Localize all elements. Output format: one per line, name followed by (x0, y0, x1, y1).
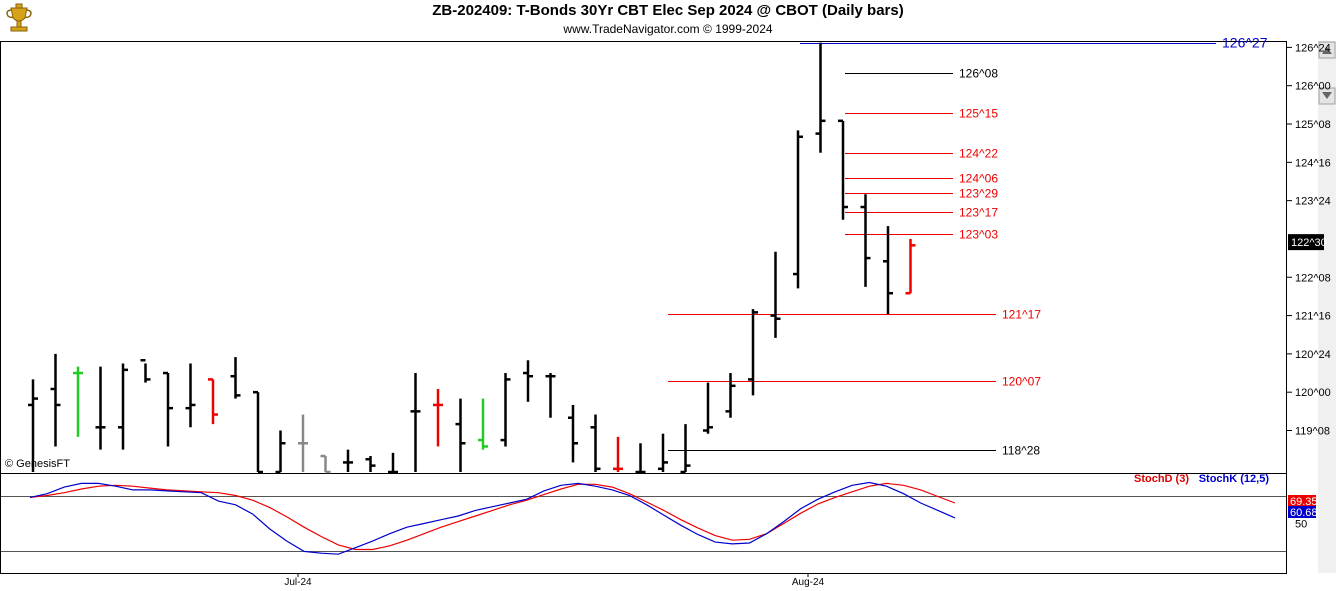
ohlc-bar (770, 251, 781, 338)
level-label: 123^29 (959, 187, 998, 201)
ohlc-bar (478, 398, 488, 450)
ohlc-bar (253, 390, 263, 474)
ohlc-bar (883, 226, 893, 314)
svg-text:60.68: 60.68 (1290, 507, 1318, 519)
vertical-scrollbar[interactable] (1318, 41, 1336, 573)
scroll-down-button[interactable] (1318, 87, 1336, 105)
ohlc-bar (793, 130, 803, 289)
ohlc-bar (95, 366, 106, 450)
ohlc-bar (905, 238, 916, 295)
stochd-legend: StochD (3) (1134, 473, 1189, 485)
chart-title: ZB-202409: T-Bonds 30Yr CBT Elec Sep 202… (432, 2, 904, 19)
level-label: 126^27 (1222, 35, 1268, 51)
stochk-value-badge: 60.68 (1288, 506, 1318, 519)
y-tick-label: 121^16 (1295, 311, 1331, 323)
ohlc-bar (410, 373, 421, 472)
level-label: 120^07 (1002, 375, 1041, 389)
ohlc-bar (455, 398, 466, 472)
y-tick-label: 126^24 (1295, 42, 1331, 54)
level-label: 125^15 (959, 107, 998, 121)
svg-text:69.35: 69.35 (1290, 496, 1318, 508)
y-tick-label: 120^24 (1295, 349, 1331, 361)
ohlc-bar (275, 430, 286, 474)
y-tick-label: 123^24 (1295, 196, 1331, 208)
svg-text:122^30: 122^30 (1291, 237, 1327, 249)
ohlc-bar (230, 357, 241, 399)
ohlc-bar (388, 452, 398, 474)
y-tick-label: 119^08 (1295, 425, 1330, 437)
ohlc-bar (613, 436, 623, 472)
level-label: 123^17 (959, 206, 998, 220)
level-label: 121^17 (1002, 308, 1041, 322)
ohlc-bar (185, 363, 196, 428)
ohlc-bar (748, 309, 758, 396)
stochd-line (29, 482, 956, 551)
ohlc-bar (73, 366, 83, 437)
stochd-value-badge: 69.35 (1288, 495, 1318, 508)
stochk-legend: StochK (12,5) (1199, 473, 1270, 485)
y-tick-label: 120^00 (1295, 387, 1331, 399)
scroll-up-button[interactable] (1318, 41, 1336, 59)
x-tick-label: Aug-24 (792, 577, 825, 588)
ohlc-bar (815, 42, 826, 153)
ohlc-bar (680, 424, 691, 474)
ohlc-bar (860, 194, 871, 287)
level-label: 126^08 (959, 67, 998, 81)
ohlc-bar (635, 443, 646, 474)
ohlc-bar (590, 414, 601, 472)
ohlc-bar (703, 382, 713, 434)
y-tick-label: 122^08 (1295, 272, 1331, 284)
last-price-badge: 122^30 (1288, 234, 1327, 251)
ohlc-bar (320, 454, 331, 474)
level-label: 123^03 (959, 228, 998, 242)
level-label: 118^28 (1002, 444, 1040, 458)
y-tick-label: 125^08 (1295, 119, 1331, 131)
ohlc-bar (298, 414, 308, 472)
ohlc-bar (545, 373, 556, 418)
stoch-y-tick: 50 (1295, 518, 1307, 530)
ohlc-bar (343, 449, 353, 472)
ohlc-bar (118, 363, 128, 450)
watermark: © GenesisFT (5, 458, 70, 470)
ohlc-bar (28, 379, 38, 472)
ohlc-bar (568, 404, 578, 463)
ohlc-bar (50, 353, 61, 447)
ohlc-bar (523, 360, 533, 402)
ohlc-bar (140, 359, 151, 383)
ohlc-bar (365, 456, 376, 472)
y-tick-label: 126^00 (1295, 81, 1331, 93)
x-tick-label: Jul-24 (284, 577, 312, 588)
stochk-line (29, 481, 956, 555)
y-tick-label: 124^16 (1295, 157, 1331, 169)
genesis-trophy-logo-icon (6, 3, 32, 32)
level-label: 124^22 (959, 147, 998, 161)
ohlc-bar (163, 371, 173, 447)
ohlc-bar (433, 388, 443, 447)
ohlc-bar (658, 433, 668, 472)
ohlc-bar (838, 119, 848, 220)
level-label: 124^06 (959, 172, 998, 186)
ohlc-bar (725, 373, 736, 418)
chart-subtitle: www.TradeNavigator.com © 1999-2024 (563, 22, 773, 36)
ohlc-bar (208, 378, 218, 425)
ohlc-bar (500, 373, 511, 447)
